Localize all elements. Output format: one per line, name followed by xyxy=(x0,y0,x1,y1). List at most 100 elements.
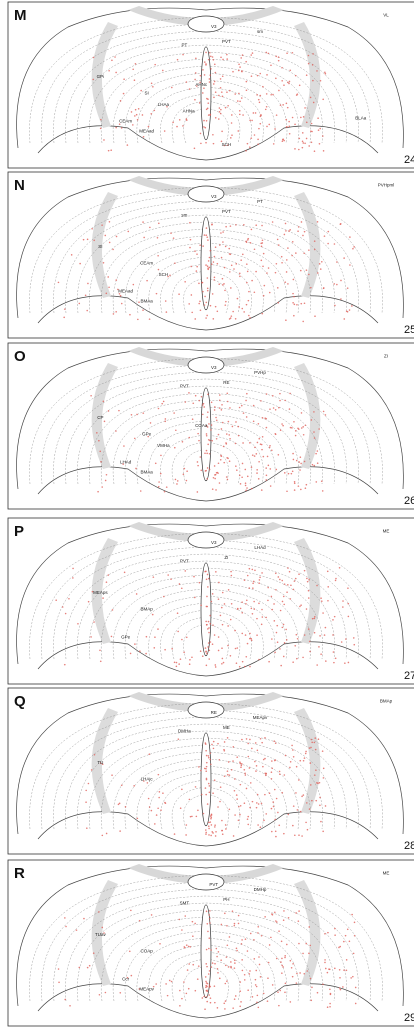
labeled-cell xyxy=(209,984,211,986)
labeled-cell xyxy=(221,428,223,430)
labeled-cell xyxy=(247,989,249,991)
labeled-cell xyxy=(281,423,283,425)
labeled-cell xyxy=(263,253,265,255)
labeled-cell xyxy=(295,912,297,914)
region-label: sm xyxy=(181,212,187,217)
labeled-cell xyxy=(160,455,162,457)
labeled-cell xyxy=(209,785,211,787)
labeled-cell xyxy=(154,64,156,66)
labeled-cell xyxy=(166,311,168,313)
labeled-cell xyxy=(300,604,302,606)
labeled-cell xyxy=(58,282,60,284)
labeled-cell xyxy=(218,462,220,464)
labeled-cell xyxy=(327,1006,329,1008)
labeled-cell xyxy=(306,578,308,580)
panel: Q28REDMHaMEMEApvBMApTULHAjc xyxy=(8,688,414,854)
figure: M24V3PTPVTsmVLGPiSICEAmMEAadLHAaAHNcAHNa… xyxy=(0,0,414,1030)
labeled-cell xyxy=(206,236,208,238)
labeled-cell xyxy=(256,634,258,636)
labeled-cell xyxy=(299,760,301,762)
labeled-cell xyxy=(346,969,348,971)
labeled-cell xyxy=(240,483,242,485)
labeled-cell xyxy=(221,830,223,832)
labeled-cell xyxy=(261,489,263,491)
labeled-cell xyxy=(214,826,216,828)
labeled-cell xyxy=(270,937,272,939)
labeled-cell xyxy=(265,109,267,111)
labeled-cell xyxy=(261,246,263,248)
labeled-cell xyxy=(129,950,131,952)
labeled-cell xyxy=(252,569,254,571)
labeled-cell xyxy=(246,282,248,284)
labeled-cell xyxy=(196,270,198,272)
labeled-cell xyxy=(225,301,227,303)
labeled-cell xyxy=(135,109,137,111)
labeled-cell xyxy=(292,52,294,54)
labeled-cell xyxy=(208,423,210,425)
region-label: GPe xyxy=(121,635,131,640)
labeled-cell xyxy=(247,816,249,818)
labeled-cell xyxy=(208,825,210,827)
labeled-cell xyxy=(77,623,79,625)
labeled-cell xyxy=(167,574,169,576)
labeled-cell xyxy=(318,646,320,648)
labeled-cell xyxy=(87,283,89,285)
labeled-cell xyxy=(299,972,301,974)
labeled-cell xyxy=(284,955,286,957)
labeled-cell xyxy=(125,806,127,808)
labeled-cell xyxy=(269,792,271,794)
labeled-cell xyxy=(211,813,213,815)
labeled-cell xyxy=(205,770,207,772)
labeled-cell xyxy=(164,130,166,132)
labeled-cell xyxy=(68,598,70,600)
labeled-cell xyxy=(205,833,207,835)
labeled-cell xyxy=(234,923,236,925)
labeled-cell xyxy=(178,293,180,295)
labeled-cell xyxy=(257,794,259,796)
labeled-cell xyxy=(231,315,233,317)
labeled-cell xyxy=(262,616,264,618)
labeled-cell xyxy=(312,464,314,466)
labeled-cell xyxy=(271,771,273,773)
labeled-cell xyxy=(333,651,335,653)
labeled-cell xyxy=(186,81,188,83)
region-label: RE xyxy=(223,380,229,385)
labeled-cell xyxy=(246,393,248,395)
labeled-cell xyxy=(314,618,316,620)
labeled-cell xyxy=(217,806,219,808)
labeled-cell xyxy=(214,63,216,65)
labeled-cell xyxy=(266,52,268,54)
labeled-cell xyxy=(278,56,280,58)
labeled-cell xyxy=(208,822,210,824)
labeled-cell xyxy=(62,606,64,608)
labeled-cell xyxy=(324,959,326,961)
labeled-cell xyxy=(160,473,162,475)
labeled-cell xyxy=(231,769,233,771)
labeled-cell xyxy=(246,81,248,83)
labeled-cell xyxy=(219,978,221,980)
labeled-cell xyxy=(196,253,198,255)
labeled-cell xyxy=(306,484,308,486)
labeled-cell xyxy=(353,953,355,955)
region-label: ME xyxy=(383,528,390,533)
labeled-cell xyxy=(211,440,213,442)
labeled-cell xyxy=(342,986,344,988)
labeled-cell xyxy=(207,411,209,413)
labeled-cell xyxy=(241,765,243,767)
labeled-cell xyxy=(238,435,240,437)
labeled-cell xyxy=(114,56,116,58)
region-label: SI xyxy=(144,90,148,95)
labeled-cell xyxy=(136,114,138,116)
labeled-cell xyxy=(284,234,286,236)
labeled-cell xyxy=(145,653,147,655)
labeled-cell xyxy=(239,981,241,983)
labeled-cell xyxy=(202,655,204,657)
labeled-cell xyxy=(253,405,255,407)
labeled-cell xyxy=(222,624,224,626)
labeled-cell xyxy=(294,489,296,491)
labeled-cell xyxy=(134,79,136,81)
labeled-cell xyxy=(301,427,303,429)
labeled-cell xyxy=(277,287,279,289)
labeled-cell xyxy=(293,279,295,281)
labeled-cell xyxy=(230,655,232,657)
